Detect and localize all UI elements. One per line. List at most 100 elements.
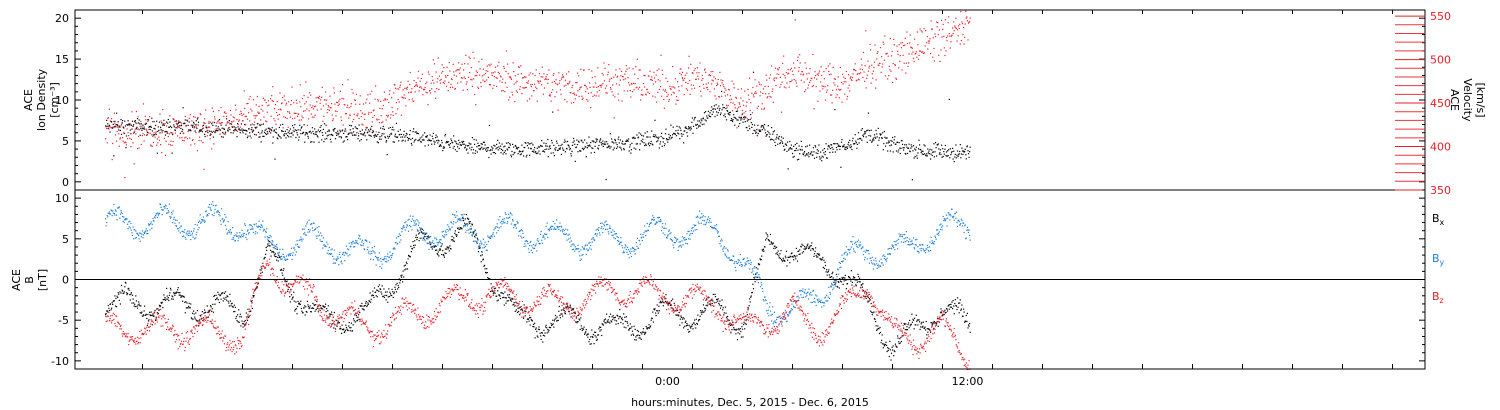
velocity-point [887,78,889,80]
density-point [395,136,397,138]
velocity-point [479,68,481,70]
bx-point [844,274,846,276]
bx-point [895,345,897,347]
velocity-point [468,76,470,78]
velocity-point [448,81,450,83]
by-point [142,234,145,236]
density-point [428,138,430,140]
velocity-point [720,79,722,81]
bx-point [510,298,512,300]
density-point [653,134,655,136]
density-point [868,135,870,137]
bx-point [552,319,554,321]
bx-point [593,343,595,345]
by-point [128,221,130,223]
density-point [872,139,874,141]
density-point [628,138,630,140]
bx-point [739,328,741,330]
velocity-point [405,87,407,89]
bx-point [281,268,283,271]
bx-point [746,314,748,316]
velocity-point [161,132,163,134]
velocity-point [743,104,745,106]
velocity-point [652,95,654,97]
density-point [364,135,366,137]
velocity-point [831,94,833,96]
density-point [724,116,726,118]
density-point [139,123,141,125]
density-point [546,145,548,147]
bx-point [927,331,929,333]
density-point [841,139,843,141]
velocity-point [131,125,134,127]
density-point [198,131,200,133]
density-point [702,117,704,119]
velocity-point [245,115,247,117]
velocity-point [191,120,193,122]
velocity-point [176,127,178,129]
density-point [273,129,275,131]
velocity-point [142,103,145,105]
velocity-point [579,87,581,89]
density-point [881,137,883,139]
bx-point [287,288,289,290]
velocity-point [826,89,828,91]
density-point [892,136,894,139]
density-point [249,135,251,137]
velocity-point [438,75,440,77]
bx-point [540,338,542,340]
velocity-point [601,72,603,75]
velocity-point [183,140,185,142]
velocity-point [502,78,504,80]
by-point [236,232,238,234]
bx-point [392,291,394,293]
velocity-point [892,81,894,83]
bx-point [963,308,965,310]
density-point [899,152,901,155]
velocity-point [310,113,312,115]
density-point [865,136,867,138]
bx-point [162,307,164,309]
bx-point [370,301,372,303]
density-point [718,109,720,111]
density-point [240,123,242,125]
by-point [224,224,227,226]
velocity-point [205,109,207,111]
density-point [218,128,220,130]
bx-point [169,287,172,289]
velocity-point [309,92,311,94]
bx-point [964,320,966,322]
bx-point [578,314,580,316]
velocity-point [212,121,214,123]
bx-point [609,322,611,324]
velocity-point [692,72,694,74]
density-point [306,133,308,135]
by-point [142,237,144,239]
density-point [327,130,329,133]
density-point [353,131,355,133]
bx-point [119,303,121,305]
density-point [848,145,850,147]
bx-point [525,310,527,312]
bx-point [234,306,236,308]
bx-point [436,249,438,251]
velocity-point [367,113,370,115]
bx-point [164,299,167,301]
density-point [205,131,207,133]
density-point [796,142,798,144]
bx-point [777,254,779,256]
velocity-point [582,97,584,99]
density-point [662,141,664,143]
density-point [283,135,285,137]
velocity-point [322,105,324,107]
density-point [920,151,922,154]
bx-point [960,309,962,311]
bx-point [619,309,621,311]
by-point [150,221,152,223]
density-point [728,113,730,115]
density-point [633,147,635,149]
density-point [664,143,666,145]
density-point [958,154,960,156]
bx-point [946,308,948,310]
density-point [406,136,409,139]
